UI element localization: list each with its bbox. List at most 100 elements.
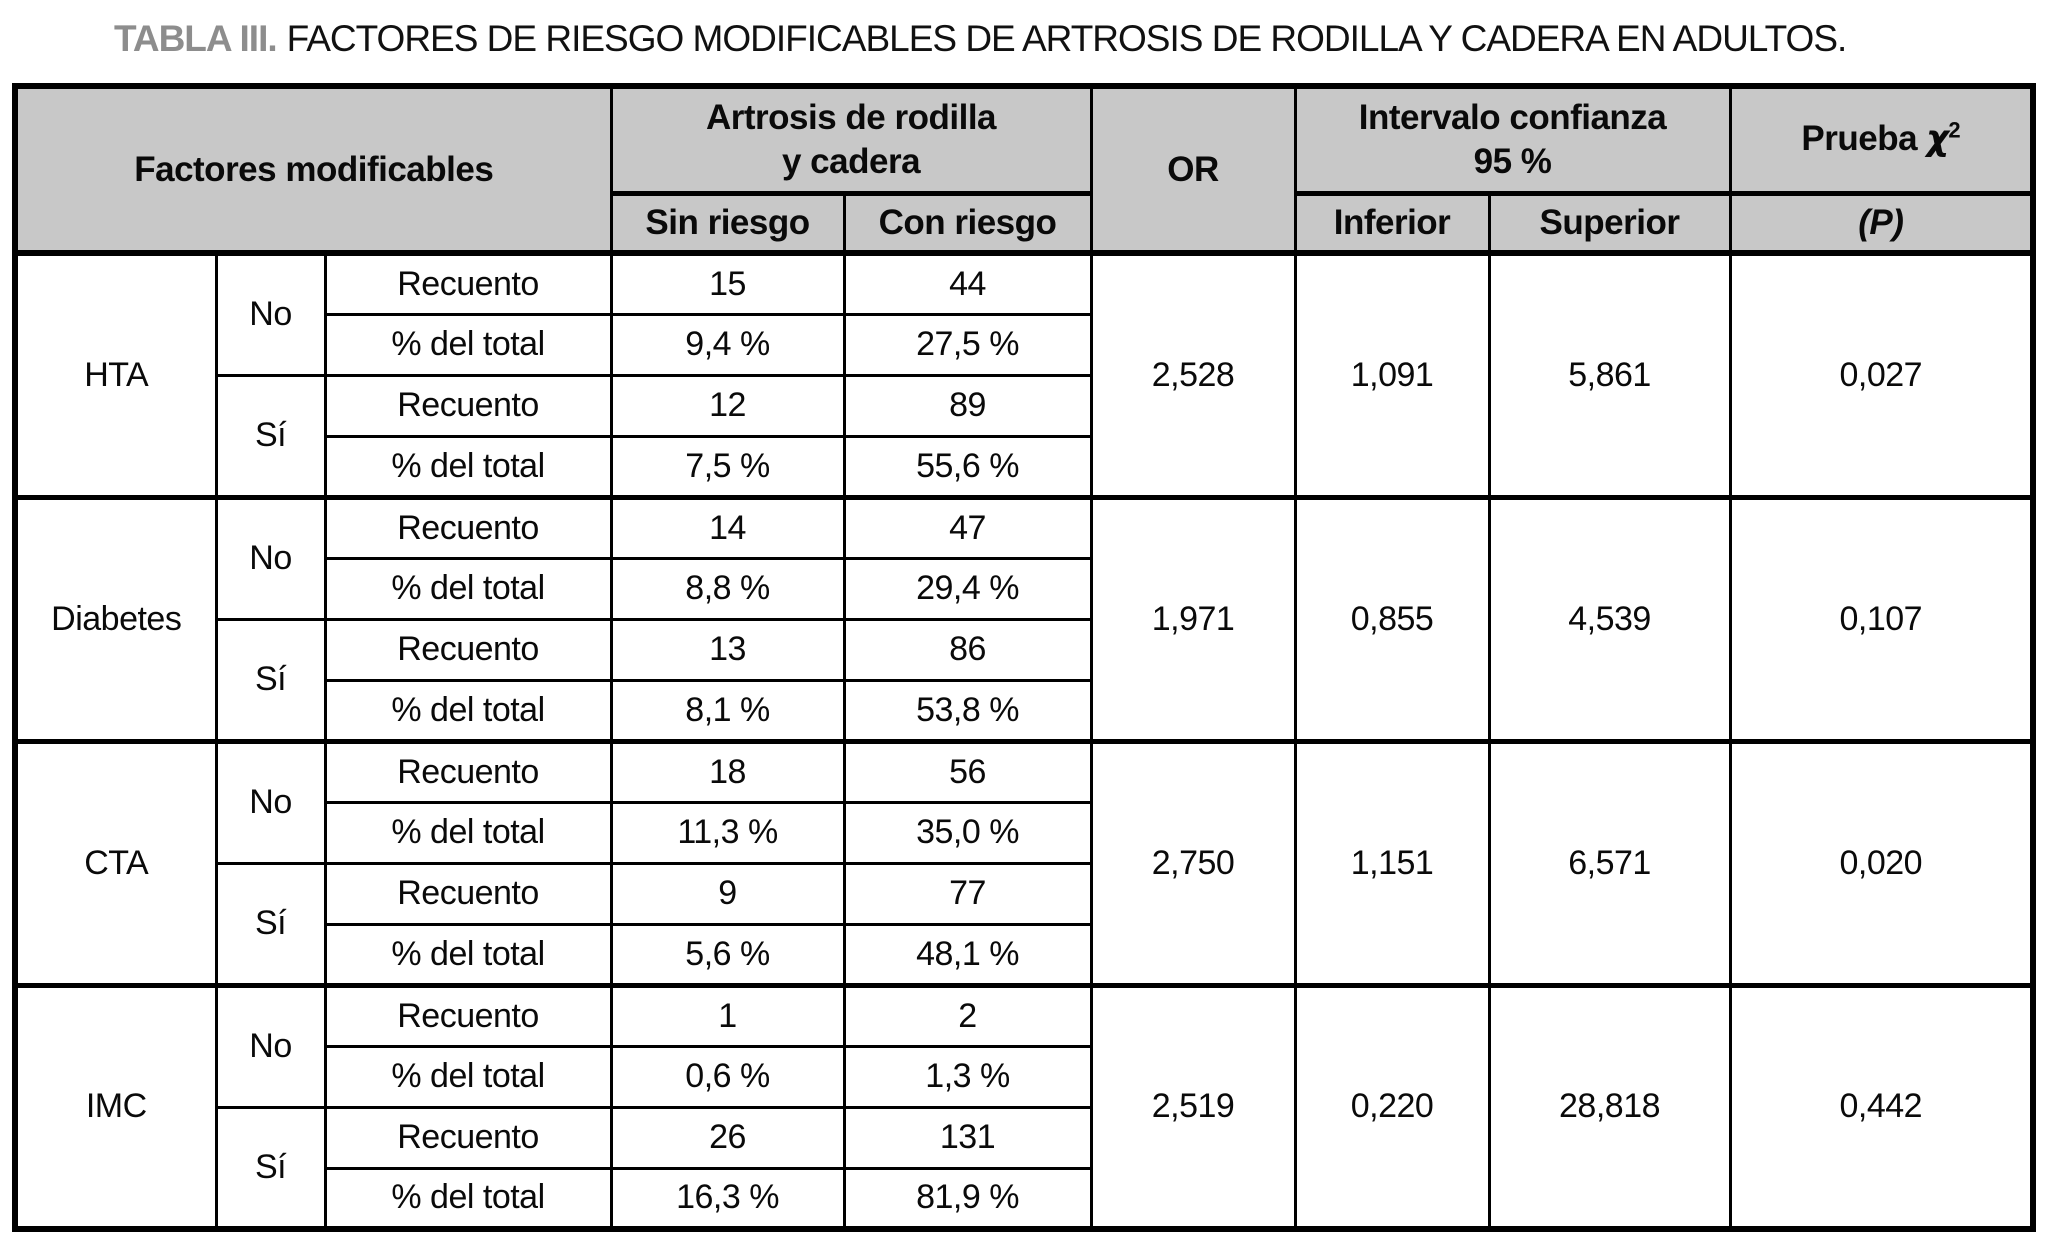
row-label-recuento: Recuento bbox=[323, 983, 613, 1048]
ci-superior-value: 6,571 bbox=[1487, 739, 1732, 988]
p-value: 0,020 bbox=[1728, 739, 2035, 988]
value-cell: 44 bbox=[842, 251, 1093, 316]
value-cell: 35,0 % bbox=[842, 800, 1093, 865]
yn-label-no: No bbox=[214, 251, 327, 377]
factor-name-diabetes: Diabetes bbox=[13, 495, 218, 744]
value-cell: 89 bbox=[842, 373, 1093, 438]
value-cell: 131 bbox=[842, 1105, 1093, 1170]
or-value: 2,750 bbox=[1089, 739, 1297, 988]
value-cell: 15 bbox=[609, 251, 846, 316]
header-sin-riesgo: Sin riesgo bbox=[609, 191, 846, 256]
value-cell: 1 bbox=[609, 983, 846, 1048]
value-cell: 14 bbox=[609, 495, 846, 560]
ci-inferior-value: 1,151 bbox=[1293, 739, 1491, 988]
value-cell: 12 bbox=[609, 373, 846, 438]
header-prueba-word: Prueba bbox=[1801, 119, 1918, 159]
or-value: 2,528 bbox=[1089, 251, 1297, 500]
table-row: % del total 5,6 % 48,1 % bbox=[15, 922, 2033, 988]
header-prueba-chi2: Prueba χ2 bbox=[1728, 84, 2035, 196]
chi-exponent: 2 bbox=[1948, 117, 1961, 143]
header-superior: Superior bbox=[1487, 191, 1732, 256]
p-value: 0,107 bbox=[1728, 495, 2035, 744]
factor-name-imc: IMC bbox=[13, 983, 218, 1231]
row-label-recuento: Recuento bbox=[323, 861, 613, 926]
value-cell: 55,6 % bbox=[842, 434, 1093, 500]
table-row: Sí Recuento 13 86 bbox=[15, 617, 2033, 744]
table-row: HTA No Recuento 15 44 2,528 1,091 5,861 … bbox=[13, 251, 2035, 500]
value-cell: 16,3 % bbox=[609, 1166, 846, 1231]
header-inferior: Inferior bbox=[1293, 191, 1491, 256]
value-cell: 27,5 % bbox=[842, 312, 1093, 377]
factor-name-cta: CTA bbox=[13, 739, 218, 988]
table-number-label: TABLA III. bbox=[114, 18, 278, 59]
row-label-recuento: Recuento bbox=[323, 617, 613, 682]
yn-label-no: No bbox=[214, 739, 327, 865]
table-row: Sí Recuento 12 89 bbox=[15, 373, 2033, 500]
table-row: % del total 0,6 % 1,3 % bbox=[15, 1044, 2033, 1109]
header-ic-line2: 95 % bbox=[1473, 141, 1552, 181]
value-cell: 26 bbox=[609, 1105, 846, 1170]
row-label-pct: % del total bbox=[323, 678, 613, 744]
value-cell: 29,4 % bbox=[842, 556, 1093, 621]
value-cell: 11,3 % bbox=[609, 800, 846, 865]
row-label-pct: % del total bbox=[323, 1166, 613, 1231]
table-row: % del total 11,3 % 35,0 % bbox=[15, 800, 2033, 865]
table-title: TABLA III. FACTORES DE RIESGO MODIFICABLE… bbox=[114, 18, 1848, 60]
table-title-text: FACTORES DE RIESGO MODIFICABLES DE ARTRO… bbox=[286, 18, 1848, 59]
factor-name-hta: HTA bbox=[13, 251, 218, 500]
chi-symbol: χ bbox=[1926, 119, 1949, 160]
yn-label-no: No bbox=[214, 983, 327, 1109]
row-label-pct: % del total bbox=[323, 556, 613, 621]
row-label-pct: % del total bbox=[323, 922, 613, 988]
value-cell: 13 bbox=[609, 617, 846, 682]
header-artrosis-line1: Artrosis de rodilla bbox=[706, 98, 997, 137]
ci-inferior-value: 0,855 bbox=[1293, 495, 1491, 744]
header-ic-line1: Intervalo confianza bbox=[1358, 98, 1667, 137]
value-cell: 81,9 % bbox=[842, 1166, 1093, 1231]
row-label-recuento: Recuento bbox=[323, 739, 613, 804]
or-value: 2,519 bbox=[1089, 983, 1297, 1231]
header-intervalo-confianza: Intervalo confianza 95 % bbox=[1293, 84, 1732, 196]
row-label-pct: % del total bbox=[323, 434, 613, 500]
table-row: Diabetes No Recuento 14 47 1,971 0,855 4… bbox=[13, 495, 2035, 744]
value-cell: 86 bbox=[842, 617, 1093, 682]
ci-inferior-value: 1,091 bbox=[1293, 251, 1491, 500]
value-cell: 7,5 % bbox=[609, 434, 846, 500]
table-row: IMC No Recuento 1 2 2,519 0,220 28,818 0… bbox=[13, 983, 2035, 1231]
value-cell: 77 bbox=[842, 861, 1093, 926]
row-label-pct: % del total bbox=[323, 1044, 613, 1109]
ci-inferior-value: 0,220 bbox=[1293, 983, 1491, 1231]
p-value: 0,027 bbox=[1728, 251, 2035, 500]
value-cell: 8,1 % bbox=[609, 678, 846, 744]
header-factores-modificables: Factores modificables bbox=[13, 84, 613, 256]
yn-label-si: Sí bbox=[214, 1105, 327, 1231]
header-p: (P) bbox=[1728, 191, 2035, 256]
table-row: Sí Recuento 26 131 bbox=[15, 1105, 2033, 1231]
value-cell: 47 bbox=[842, 495, 1093, 560]
row-label-pct: % del total bbox=[323, 312, 613, 377]
value-cell: 18 bbox=[609, 739, 846, 804]
row-label-recuento: Recuento bbox=[323, 251, 613, 316]
header-artrosis: Artrosis de rodilla y cadera bbox=[609, 84, 1093, 196]
value-cell: 9,4 % bbox=[609, 312, 846, 377]
yn-label-si: Sí bbox=[214, 373, 327, 500]
value-cell: 1,3 % bbox=[842, 1044, 1093, 1109]
value-cell: 8,8 % bbox=[609, 556, 846, 621]
risk-factors-table: Factores modificables Artrosis de rodill… bbox=[12, 83, 2037, 1232]
value-cell: 2 bbox=[842, 983, 1093, 1048]
table-row: % del total 16,3 % 81,9 % bbox=[15, 1166, 2033, 1231]
row-label-pct: % del total bbox=[323, 800, 613, 865]
table-row: % del total 7,5 % 55,6 % bbox=[15, 434, 2033, 500]
table-row: % del total 8,8 % 29,4 % bbox=[15, 556, 2033, 621]
ci-superior-value: 28,818 bbox=[1487, 983, 1732, 1231]
yn-label-si: Sí bbox=[214, 861, 327, 988]
ci-superior-value: 5,861 bbox=[1487, 251, 1732, 500]
row-label-recuento: Recuento bbox=[323, 373, 613, 438]
table-row: % del total 8,1 % 53,8 % bbox=[15, 678, 2033, 744]
or-value: 1,971 bbox=[1089, 495, 1297, 744]
table-row: CTA No Recuento 18 56 2,750 1,151 6,571 … bbox=[13, 739, 2035, 988]
header-or: OR bbox=[1089, 84, 1297, 256]
p-value: 0,442 bbox=[1728, 983, 2035, 1231]
table-row: % del total 9,4 % 27,5 % bbox=[15, 312, 2033, 377]
